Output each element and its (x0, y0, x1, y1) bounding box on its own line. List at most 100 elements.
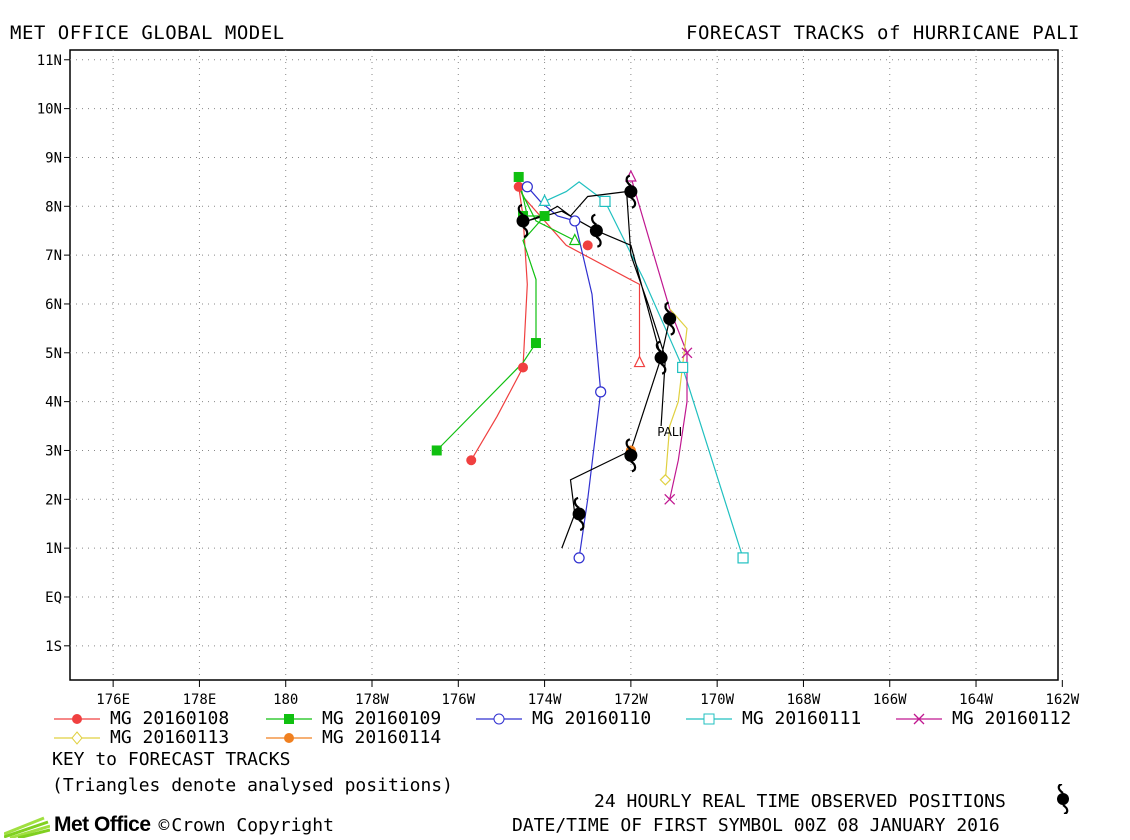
legend-swatch (476, 713, 522, 724)
x-tick-label: 180 (273, 692, 298, 708)
x-tick-label: 164W (959, 692, 993, 708)
forecast-point (466, 455, 477, 466)
triangles-note: (Triangles denote analysed positions) (52, 775, 453, 796)
observed-position-arm (669, 323, 676, 336)
observed-position (516, 214, 530, 228)
plot-frame (69, 49, 1059, 681)
forecast-point (664, 493, 676, 505)
legend-swatch (266, 732, 312, 743)
observed-position (663, 312, 677, 326)
observed-position-arm (630, 460, 637, 473)
chart-title-right: FORECAST TRACKS of HURRICANE PALI (686, 22, 1080, 44)
legend-item-20160109: MG 20160109 (264, 708, 441, 729)
observed-position (624, 448, 638, 462)
legend-label: MG 20160108 (110, 708, 230, 729)
met-office-logo-text: Met Office (54, 813, 151, 836)
y-tick-label: 6N (45, 297, 62, 313)
legend-item-20160111: MG 20160111 (684, 708, 861, 729)
observed-position-arm (578, 519, 585, 532)
legend-swatch (266, 713, 312, 724)
y-tick-label: 7N (45, 248, 62, 264)
forecast-point (677, 361, 689, 374)
x-tick-label: 178W (355, 692, 389, 708)
forecast-point (513, 181, 524, 192)
y-tick-label: 2N (45, 492, 62, 508)
analysed-triangle (633, 355, 646, 368)
legend-item-20160110: MG 20160110 (474, 708, 651, 729)
legend-item-20160108: MG 20160108 (52, 708, 229, 729)
analysed-triangle (568, 233, 581, 246)
forecast-point (681, 347, 693, 359)
met-office-logo: Met Office © Crown Copyright (4, 812, 334, 838)
x-tick-label: 166W (873, 692, 907, 708)
crown-copyright-icon: © (158, 814, 170, 836)
y-tick-label: 8N (45, 199, 62, 215)
observed-position-arm (625, 438, 632, 451)
legend-swatch (54, 730, 100, 745)
forecast-track-mg-20160108 (470, 186, 641, 461)
forecast-point (431, 445, 442, 456)
observed-position-arm (655, 340, 662, 353)
x-tick-label: 174W (528, 692, 562, 708)
y-tick-label: EQ (45, 590, 62, 606)
y-tick-label: 1S (45, 639, 62, 655)
analysed-triangle (538, 194, 551, 206)
observed-position (589, 224, 603, 238)
legend-swatch (896, 713, 942, 724)
forecast-point (582, 240, 593, 251)
observed-position (624, 185, 638, 199)
observed-position-arm (517, 203, 524, 216)
x-tick-label: 170W (700, 692, 734, 708)
forecast-track-mg-20160113 (664, 308, 688, 480)
legend-item-20160113: MG 20160113 (52, 727, 229, 748)
observed-position-arm (664, 301, 671, 314)
key-title: KEY to FORECAST TRACKS (52, 749, 291, 770)
forecast-point (595, 386, 607, 398)
y-tick-label: 5N (45, 346, 62, 362)
legend-item-20160114: MG 20160114 (264, 727, 441, 748)
met-office-logo-icon (4, 816, 50, 838)
observed-position-arm (595, 235, 602, 248)
y-tick-label: 11N (37, 53, 62, 69)
forecast-point (539, 211, 550, 222)
y-tick-label: 4N (45, 395, 62, 411)
forecast-point (659, 473, 672, 486)
forecast-point (530, 338, 541, 349)
legend-label: MG 20160113 (110, 727, 230, 748)
legend-swatch (54, 713, 100, 724)
observed-position-arm (573, 496, 580, 509)
x-tick-label: 178E (183, 692, 217, 708)
forecast-point (573, 552, 585, 564)
x-tick-label: 168W (787, 692, 821, 708)
observed-position-arm (522, 226, 529, 238)
x-tick-label: 162W (1045, 692, 1079, 708)
forecast-point (737, 552, 749, 564)
observed-position-arm (625, 174, 632, 187)
legend-label: MG 20160109 (322, 708, 442, 729)
forecast-point (513, 171, 524, 182)
forecast-point (569, 215, 581, 227)
datetime-note: DATE/TIME OF FIRST SYMBOL 00Z 08 JANUARY… (512, 815, 1000, 836)
storm-label: PALI (657, 425, 682, 439)
observed-note: 24 HOURLY REAL TIME OBSERVED POSITIONS (594, 791, 1006, 812)
legend-swatch (686, 713, 732, 724)
x-tick-label: 172W (614, 692, 648, 708)
observed-position (654, 351, 668, 365)
observed-position-arm (591, 213, 598, 226)
y-tick-label: 10N (37, 102, 62, 118)
legend-label: MG 20160111 (742, 708, 862, 729)
crown-copyright: Crown Copyright (171, 814, 334, 836)
observed-position-arm (660, 362, 667, 375)
legend-label: MG 20160110 (532, 708, 652, 729)
y-tick-label: 1N (45, 541, 62, 557)
hurricane-icon (1057, 784, 1069, 814)
forecast-point (521, 181, 533, 193)
y-tick-label: 9N (45, 150, 62, 166)
legend-label: MG 20160112 (952, 708, 1072, 729)
observed-position (572, 507, 586, 521)
forecast-point (599, 195, 611, 207)
x-tick-label: 176W (441, 692, 475, 708)
y-tick-label: 3N (45, 443, 62, 459)
observed-position-arm (630, 196, 637, 209)
